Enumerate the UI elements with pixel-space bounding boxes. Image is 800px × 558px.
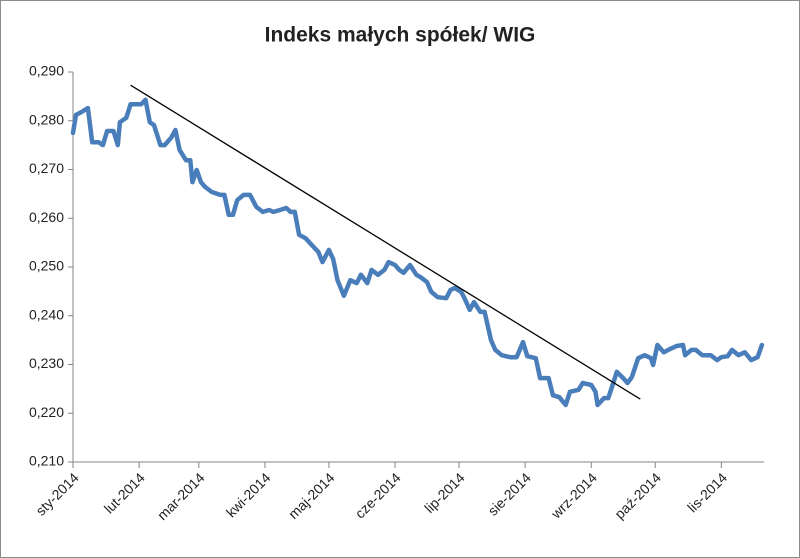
trend-line xyxy=(130,84,641,400)
y-tick-label: 0,250 xyxy=(29,258,64,274)
data-line xyxy=(70,97,765,408)
y-tick-label: 0,280 xyxy=(29,111,64,127)
chart-title: Indeks małych spółek/ WIG xyxy=(265,24,536,47)
y-tick-label: 0,290 xyxy=(29,63,64,79)
y-tick-label: 0,260 xyxy=(29,209,64,225)
y-tick-label: 0,210 xyxy=(29,453,64,469)
y-tick-label: 0,230 xyxy=(29,355,64,371)
y-tick-label: 0,240 xyxy=(29,306,64,322)
y-tick-label: 0,270 xyxy=(29,160,64,176)
y-tick-label: 0,220 xyxy=(29,404,64,420)
